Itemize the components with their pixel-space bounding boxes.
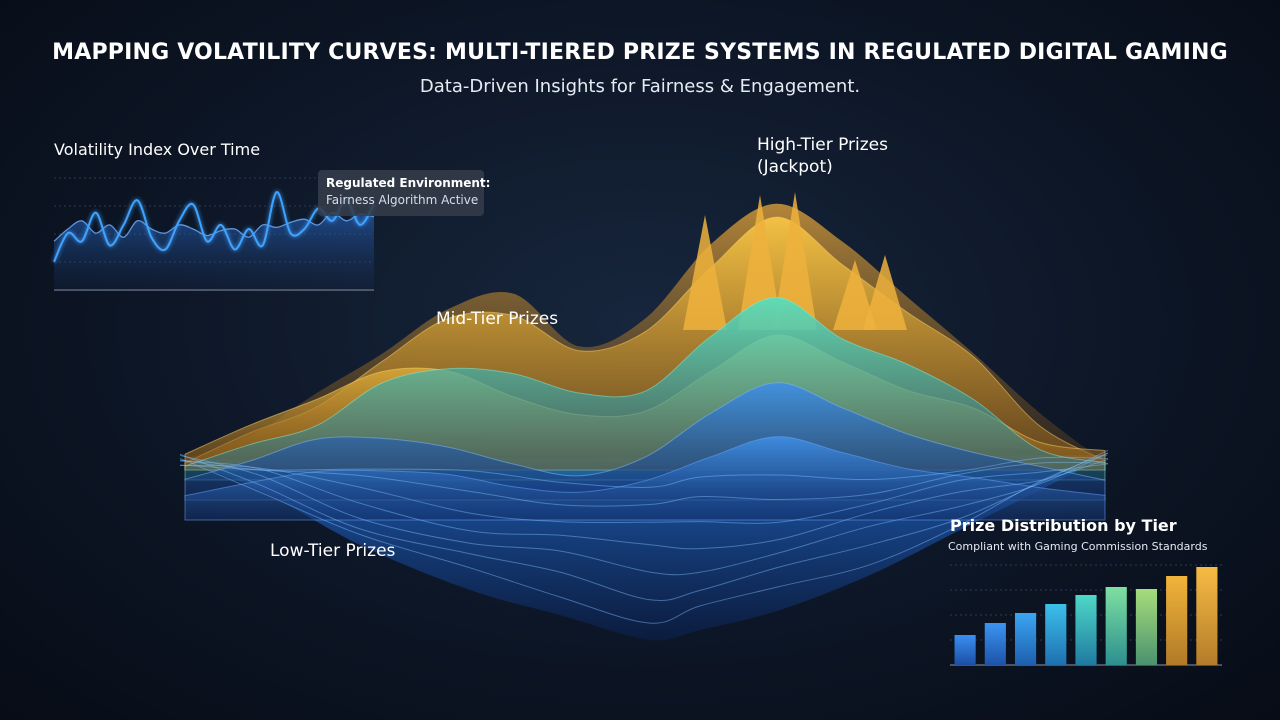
regulated-callout: Regulated Environment: Fairness Algorith… [318, 170, 491, 216]
bar-6 [1105, 587, 1127, 665]
bar-8 [1166, 576, 1188, 665]
bar-2 [984, 623, 1006, 665]
mid-tier-label: Mid-Tier Prizes [436, 309, 559, 329]
contour-line [179, 463, 1109, 524]
bar-1 [954, 635, 976, 665]
jackpot-peak [773, 192, 817, 330]
volatility-chart-title: Volatility Index Over Time [54, 140, 261, 159]
contour-line [179, 461, 1109, 507]
jackpot-peak [863, 255, 907, 330]
bar-7 [1135, 589, 1158, 665]
contour-line [179, 452, 1109, 624]
bar-4 [1045, 604, 1067, 665]
contour-line [179, 456, 1109, 488]
page-subtitle: Data-Driven Insights for Fairness & Enga… [419, 76, 861, 97]
high-tier-label-line2: (Jackpot) [757, 157, 833, 177]
bar-5 [1075, 595, 1097, 665]
high-tier-label: High-Tier Prizes (Jackpot) [757, 134, 888, 178]
contour-line [179, 449, 1109, 602]
callout-line1: Regulated Environment: [326, 176, 491, 190]
jackpot-peak [738, 195, 782, 330]
callout-line2: Fairness Algorithm Active [326, 193, 479, 207]
contour-line [179, 452, 1109, 576]
high-tier-label-line1: High-Tier Prizes [757, 135, 888, 155]
bar-3 [1014, 613, 1037, 665]
volatility-area [54, 212, 374, 290]
bar-9 [1196, 567, 1218, 665]
low-tier-label: Low-Tier Prizes [270, 541, 396, 561]
bar-chart-subtitle: Compliant with Gaming Commission Standar… [948, 540, 1208, 553]
jackpot-peak [683, 215, 727, 330]
contour-line [179, 458, 1109, 550]
jackpot-peak [833, 260, 877, 330]
low-tier-layer-front [184, 436, 1106, 521]
page-title: MAPPING VOLATILITY CURVES: MULTI-TIERED … [52, 40, 1228, 65]
bar-chart-title: Prize Distribution by Tier [950, 516, 1177, 535]
